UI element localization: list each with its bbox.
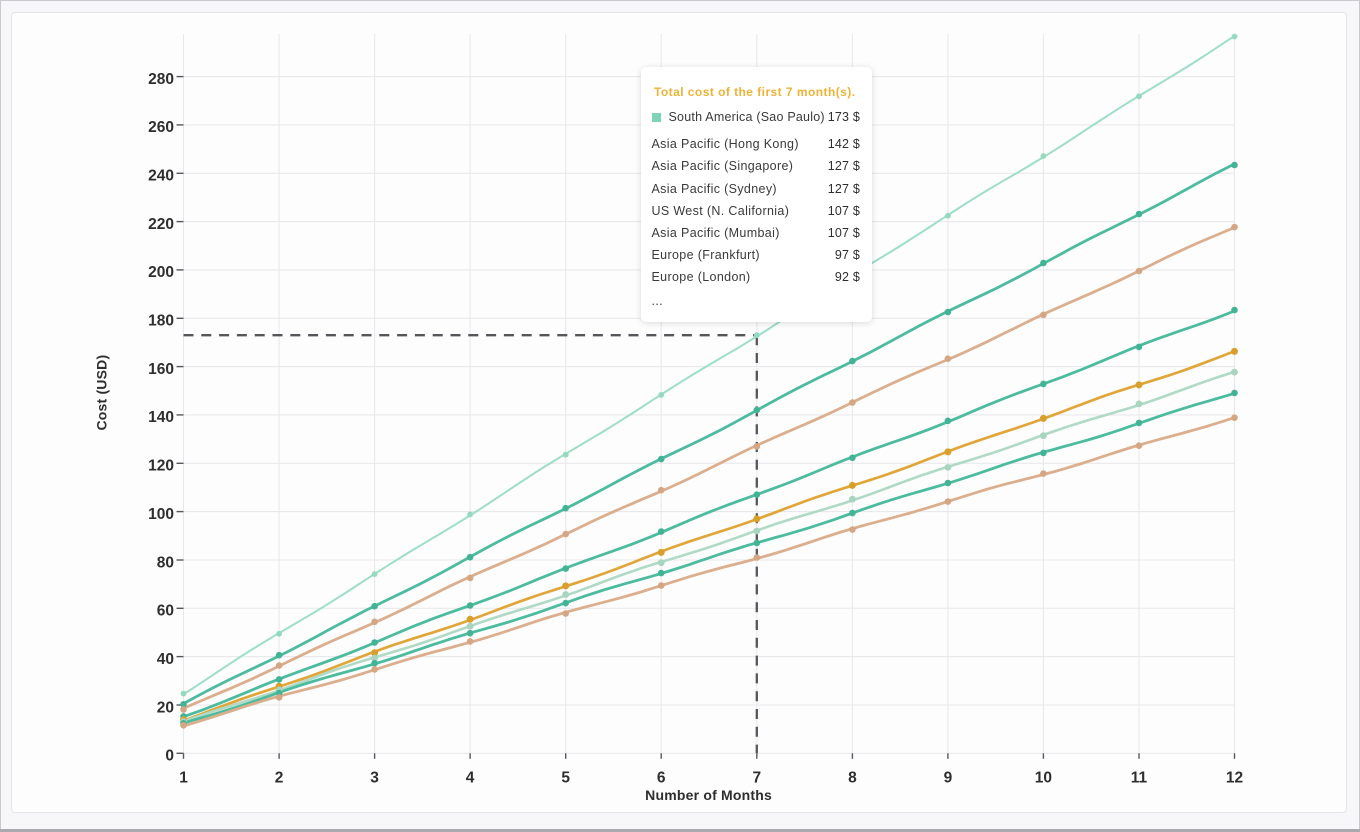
svg-text:260: 260: [148, 119, 174, 136]
svg-text:12: 12: [1226, 769, 1243, 786]
svg-text:200: 200: [148, 264, 174, 281]
svg-text:Cost (USD): Cost (USD): [94, 355, 110, 431]
svg-text:280: 280: [148, 71, 174, 88]
svg-text:220: 220: [148, 216, 174, 233]
svg-text:Number of Months: Number of Months: [645, 787, 772, 803]
svg-text:180: 180: [148, 313, 174, 330]
svg-text:3: 3: [370, 769, 379, 786]
svg-text:4: 4: [466, 769, 475, 786]
svg-text:60: 60: [157, 603, 174, 620]
svg-text:5: 5: [561, 769, 570, 786]
svg-text:100: 100: [148, 506, 174, 523]
svg-text:20: 20: [157, 699, 174, 716]
svg-text:120: 120: [148, 458, 174, 475]
svg-text:140: 140: [148, 409, 174, 426]
svg-text:160: 160: [148, 361, 174, 378]
svg-text:8: 8: [848, 769, 857, 786]
svg-text:7: 7: [752, 769, 761, 786]
svg-text:9: 9: [944, 769, 953, 786]
svg-text:40: 40: [157, 651, 174, 668]
svg-text:10: 10: [1035, 769, 1052, 786]
svg-text:2: 2: [275, 769, 284, 786]
svg-text:240: 240: [148, 168, 174, 185]
svg-text:0: 0: [165, 748, 174, 765]
svg-text:11: 11: [1131, 769, 1148, 786]
svg-text:80: 80: [157, 554, 174, 571]
svg-text:1: 1: [179, 769, 188, 786]
svg-text:6: 6: [657, 769, 666, 786]
